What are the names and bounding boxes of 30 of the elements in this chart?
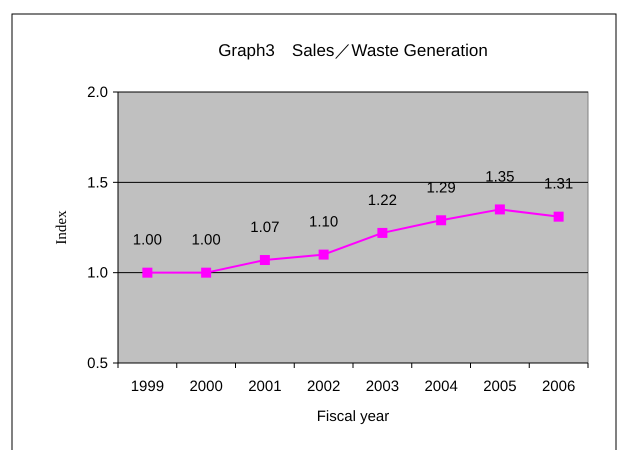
point xyxy=(142,268,152,278)
y-tick-label: 2.0 xyxy=(87,84,108,101)
data-label: 1.35 xyxy=(485,168,514,186)
data-label: 1.29 xyxy=(426,179,456,196)
y-axis-title: Index xyxy=(54,210,70,245)
point xyxy=(554,212,564,222)
x-tick-label: 2001 xyxy=(248,378,282,395)
point xyxy=(201,268,212,278)
x-tick-label: 2006 xyxy=(542,378,576,395)
x-axis-title: Fiscal year xyxy=(316,408,390,425)
chart-title: Graph3 Sales／Waste Generation xyxy=(218,41,488,60)
x-tick-label: 2005 xyxy=(483,378,517,395)
x-tick-label: 2000 xyxy=(189,378,223,395)
x-tick-label: 2002 xyxy=(306,378,340,395)
x-tick-label: 2003 xyxy=(366,378,400,395)
y-tick-label: 1.5 xyxy=(87,174,108,192)
x-tick-label: 2004 xyxy=(424,378,458,395)
point xyxy=(436,215,446,226)
point xyxy=(377,228,388,238)
point xyxy=(260,255,270,266)
point xyxy=(318,250,329,260)
data-label: 1.22 xyxy=(368,192,397,209)
x-tick-label: 1999 xyxy=(130,378,164,395)
y-tick-label: 0.5 xyxy=(87,355,108,372)
data-label: 1.07 xyxy=(250,219,280,236)
point xyxy=(494,204,505,214)
data-label: 1.10 xyxy=(309,214,338,231)
data-label: 1.00 xyxy=(132,232,162,249)
y-tick-label: 1.0 xyxy=(87,264,108,282)
data-label: 1.00 xyxy=(192,232,221,249)
